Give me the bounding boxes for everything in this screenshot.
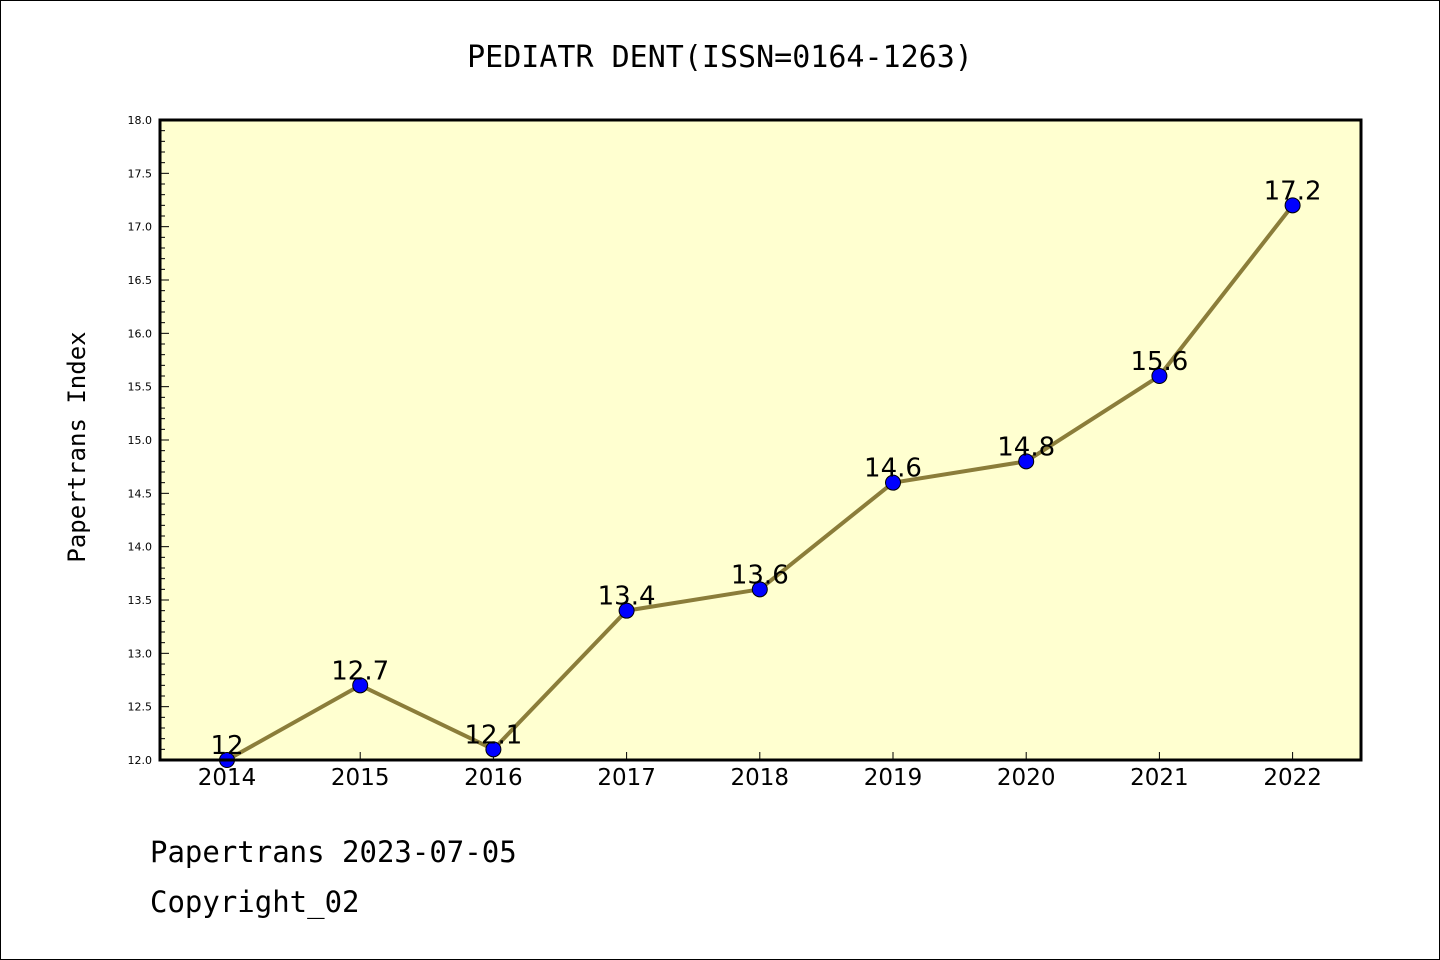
y-axis-label: Papertrans Index (63, 331, 91, 562)
data-label: 13.4 (598, 582, 656, 612)
data-label: 14.8 (997, 432, 1055, 462)
y-tick-label: 17.5 (128, 167, 153, 180)
data-label: 12.7 (331, 656, 389, 686)
data-point (751, 581, 768, 598)
x-tick-label: 2021 (1130, 765, 1189, 791)
chart-title: PEDIATR DENT(ISSN=0164-1263) (467, 40, 973, 75)
axis-layer: 12.0 12.5 13.0 13.5 14.0 14.5 15.0 15.5 16.0 16.5… (128, 114, 1322, 791)
data-point (1018, 453, 1035, 470)
y-tick-label: 16.0 (128, 327, 153, 340)
data-label: 14.6 (864, 454, 922, 484)
data-label: 13.6 (731, 560, 789, 590)
data-point (352, 677, 369, 694)
x-tick-label: 2020 (997, 765, 1056, 791)
x-tick-label: 2017 (597, 765, 656, 791)
data-label: 12.1 (464, 720, 522, 750)
footer-date: Papertrans 2023-07-05 (150, 835, 517, 869)
x-tick-label: 2022 (1263, 765, 1322, 791)
x-tick-label: 2016 (464, 765, 523, 791)
y-tick-label: 14.0 (128, 541, 153, 554)
x-tick-label: 2014 (198, 765, 257, 791)
data-point (885, 474, 901, 491)
x-tick-label: 2019 (864, 765, 923, 791)
plot-area (160, 120, 1361, 760)
data-point (1151, 368, 1168, 384)
data-point (1284, 197, 1301, 214)
data-label: 17.2 (1264, 176, 1322, 206)
y-tick-label: 12.5 (128, 701, 153, 714)
y-tick-label: 17.0 (128, 221, 153, 234)
data-point (618, 602, 635, 619)
y-tick-label: 15.0 (128, 434, 153, 447)
y-tick-label: 16.5 (128, 274, 153, 287)
y-tick-label: 18.0 (128, 114, 153, 127)
y-tick-label: 13.5 (128, 594, 153, 607)
y-tick-label: 15.5 (128, 381, 153, 394)
y-tick-label: 12.0 (128, 754, 153, 767)
y-tick-label: 13.0 (128, 647, 153, 660)
x-tick-label: 2018 (731, 765, 790, 791)
data-point (485, 741, 502, 758)
footer-copyright: Copyright_02 (150, 885, 360, 919)
x-tick-label: 2015 (331, 765, 390, 791)
data-labels: 12 12.7 12.1 13.4 13.6 14.6 14.8 15.6 17.2 (210, 176, 1321, 761)
data-points (219, 197, 1301, 768)
y-tick-label: 14.5 (128, 487, 153, 500)
data-label: 15.6 (1130, 347, 1188, 377)
plot-border (158, 118, 1363, 762)
data-label: 12 (210, 731, 243, 761)
